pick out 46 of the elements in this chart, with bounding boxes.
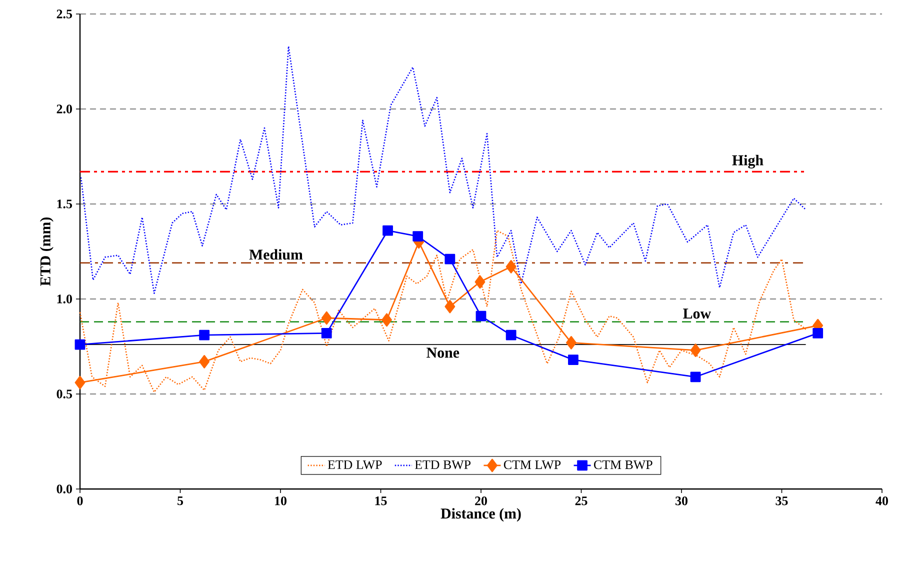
point <box>566 336 576 350</box>
x-tick-label: 20 <box>475 496 487 506</box>
point <box>444 300 456 314</box>
point <box>74 339 86 350</box>
point <box>199 355 210 368</box>
y-axis-title: ETD (mm) <box>40 218 54 286</box>
point <box>506 330 516 340</box>
point <box>74 376 86 390</box>
y-tick-label: 0.0 <box>56 484 72 494</box>
y-tick-label: 2.0 <box>56 104 72 114</box>
line-series <box>80 46 806 294</box>
ref-line-label: Low <box>683 308 711 319</box>
y-tick-label: 1.0 <box>57 294 72 304</box>
point <box>412 231 424 242</box>
x-tick-label: 0 <box>77 496 83 506</box>
x-tick-label: 35 <box>776 496 788 506</box>
x-tick-label: 5 <box>178 496 184 506</box>
legend-label: CTM BWP <box>594 460 652 470</box>
y-tick-label: 2.5 <box>56 10 72 18</box>
x-axis-title: Distance (m) <box>440 508 521 522</box>
point <box>382 225 393 236</box>
point <box>506 260 516 274</box>
point <box>199 330 210 340</box>
point <box>690 372 701 382</box>
x-tick-label: 30 <box>676 496 688 506</box>
point <box>476 310 486 322</box>
point <box>474 275 486 289</box>
legend-label: ETD BWP <box>414 460 471 470</box>
ref-line-label: Medium <box>249 249 303 260</box>
legend-label: ETD LWP <box>328 460 382 470</box>
ref-line-label: None <box>426 348 460 358</box>
point <box>444 254 456 264</box>
x-tick-label: 40 <box>876 496 888 506</box>
y-tick-label: 0.5 <box>56 390 72 398</box>
point <box>812 328 824 338</box>
point <box>568 354 578 365</box>
point <box>321 311 332 325</box>
point <box>690 344 701 357</box>
y-tick-label: 1.5 <box>57 200 72 208</box>
legend-label: CTM LWP <box>504 460 561 470</box>
ref-line-label: High <box>732 154 764 168</box>
x-tick-label: 15 <box>375 496 387 506</box>
x-tick-label: 10 <box>275 496 286 506</box>
point <box>321 328 332 338</box>
point <box>382 313 392 327</box>
x-tick-label: 25 <box>575 496 588 506</box>
